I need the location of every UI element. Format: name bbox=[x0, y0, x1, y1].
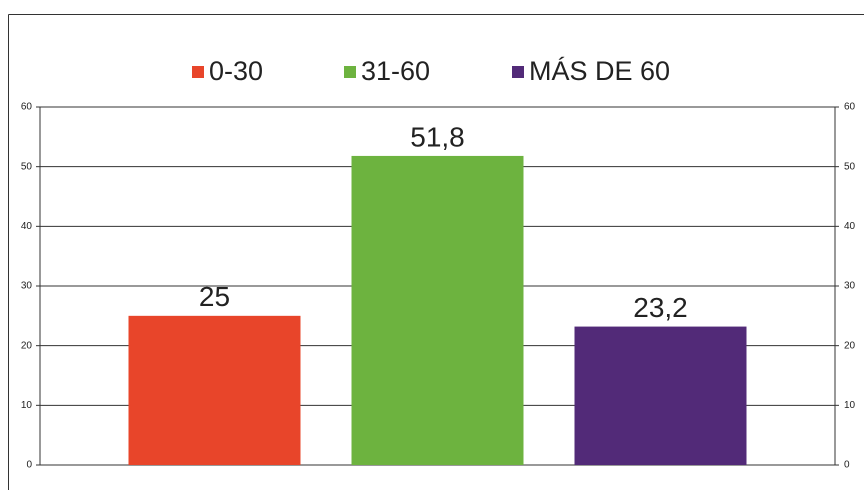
y-tick-label: 10 bbox=[21, 400, 33, 411]
bar bbox=[351, 155, 524, 465]
y-tick-label: 40 bbox=[21, 221, 33, 232]
y-tick-label: 0 bbox=[26, 460, 32, 471]
y-tick-label: 30 bbox=[21, 281, 33, 292]
legend-swatch bbox=[344, 66, 356, 78]
data-label: 51,8 bbox=[410, 121, 465, 152]
data-label: 25 bbox=[199, 281, 230, 312]
y-tick-label: 60 bbox=[21, 102, 33, 113]
y2-tick-label: 10 bbox=[844, 400, 856, 411]
legend-swatch bbox=[512, 66, 524, 78]
y-tick-label: 20 bbox=[21, 340, 33, 351]
y2-tick-label: 20 bbox=[844, 340, 856, 351]
bar bbox=[128, 315, 301, 465]
legend-label: 31-60 bbox=[361, 56, 430, 86]
legend-label: 0-30 bbox=[209, 56, 263, 86]
legend-label: MÁS DE 60 bbox=[529, 56, 670, 86]
y2-tick-label: 60 bbox=[844, 102, 856, 113]
y2-tick-label: 30 bbox=[844, 281, 856, 292]
y-tick-label: 50 bbox=[21, 161, 33, 172]
data-label: 23,2 bbox=[633, 292, 688, 323]
y2-tick-label: 40 bbox=[844, 221, 856, 232]
legend-swatch bbox=[192, 66, 204, 78]
y2-tick-label: 50 bbox=[844, 161, 856, 172]
bar bbox=[574, 326, 747, 465]
y2-tick-label: 0 bbox=[844, 460, 850, 471]
